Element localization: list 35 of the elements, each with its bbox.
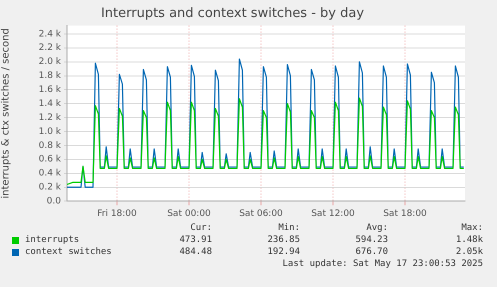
y-tick-label: 0.8 k	[38, 140, 62, 151]
chart-title: Interrupts and context switches - by day	[100, 6, 364, 22]
y-tick-label: 0.4 k	[38, 168, 62, 179]
text: Avg:	[365, 222, 388, 234]
y-tick-label: 1.0 k	[38, 126, 62, 137]
y-axis-title: interrupts & ctx switches / second	[0, 28, 12, 199]
text: Min:	[277, 222, 300, 234]
text: 676.70	[354, 246, 388, 258]
y-tick-label: 1.2 k	[38, 112, 62, 123]
text: Max:	[460, 222, 483, 234]
y-tick-label: 1.8 k	[38, 71, 62, 82]
text: Cur:	[189, 222, 212, 234]
y-tick-label: 1.6 k	[38, 85, 62, 96]
text: 192.94	[266, 246, 300, 258]
text: 484.48	[178, 246, 212, 258]
legend-label: context switches	[25, 246, 112, 258]
x-tick-label: Sat 00:00	[167, 208, 212, 219]
y-tick-label: 1.4 k	[38, 98, 62, 109]
y-tick-label: 0.6 k	[38, 154, 62, 165]
text: 1.48k	[454, 234, 483, 246]
x-tick-label: Sat 12:00	[311, 208, 356, 219]
text: 2.05k	[454, 246, 483, 258]
text: 594.23	[354, 234, 388, 246]
x-tick-label: Fri 18:00	[97, 208, 138, 219]
text: 473.91	[178, 234, 212, 246]
y-tick-label: 2.0 k	[38, 57, 62, 68]
x-tick-label: Sat 18:00	[383, 208, 428, 219]
y-tick-label: 0.2 k	[38, 182, 62, 193]
text: Last update: Sat May 17 23:00:53 2025	[282, 258, 483, 270]
text: 236.85	[266, 234, 300, 246]
y-tick-label: 0.0	[46, 196, 62, 207]
y-tick-label: 2.4 k	[38, 29, 62, 40]
x-tick-label: Sat 06:00	[239, 208, 284, 219]
legend-label: interrupts	[25, 234, 80, 246]
y-tick-label: 2.2 k	[38, 43, 62, 54]
